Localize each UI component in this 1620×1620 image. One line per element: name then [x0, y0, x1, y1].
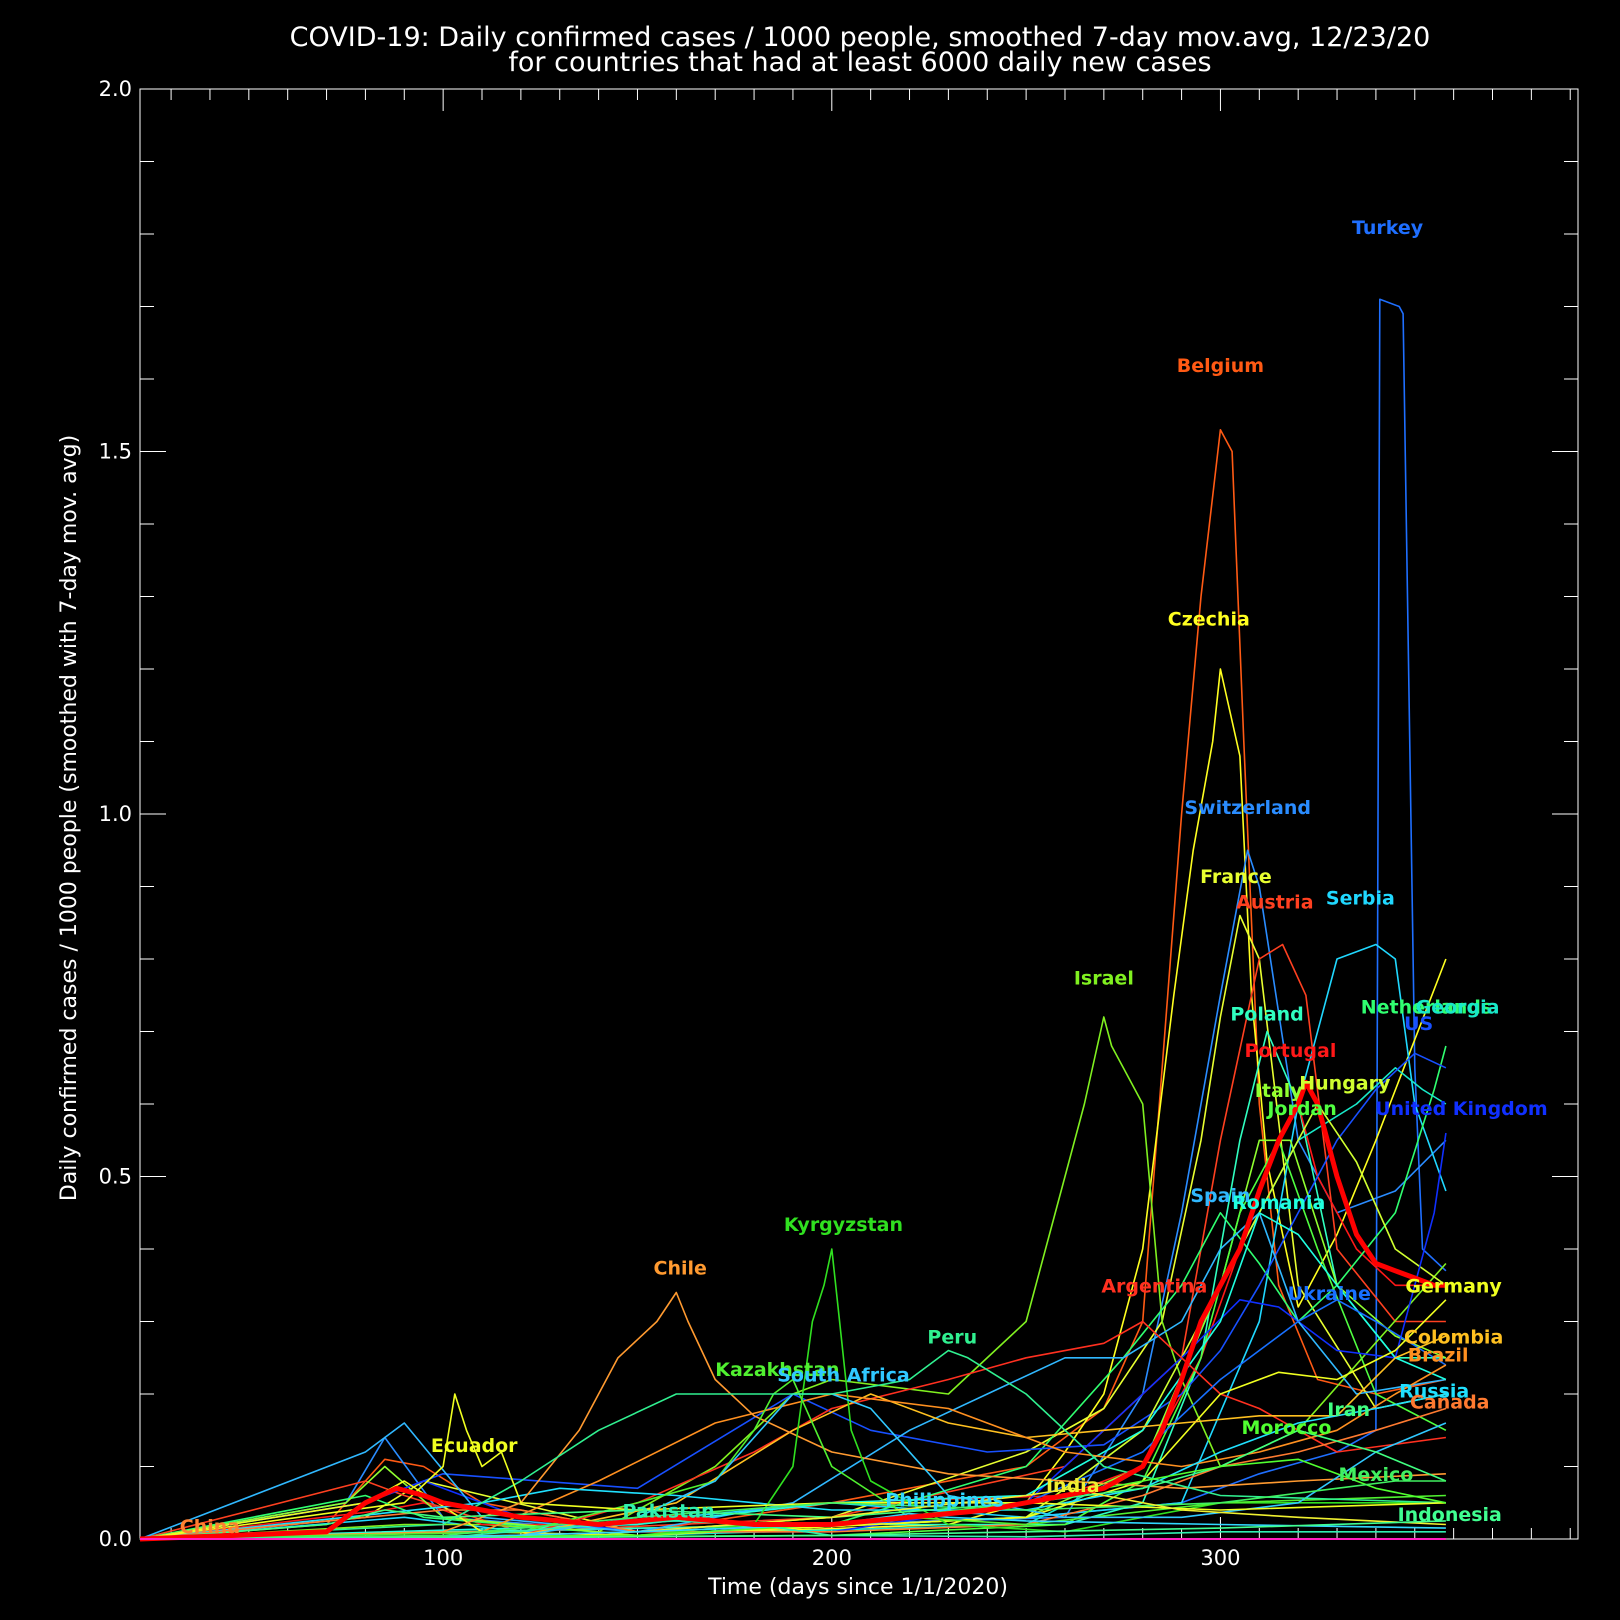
x-tick-label: 300	[1200, 1546, 1240, 1570]
label-chile: Chile	[654, 1257, 707, 1279]
label-brazil: Brazil	[1408, 1344, 1469, 1366]
series-line-average	[139, 1079, 1446, 1542]
label-serbia: Serbia	[1326, 888, 1395, 910]
y-tick-label: 2.0	[99, 77, 132, 101]
label-ecuador: Ecuador	[431, 1435, 518, 1457]
label-colombia: Colombia	[1404, 1326, 1503, 1348]
label-south-africa: South Africa	[777, 1365, 909, 1387]
y-tick-label: 0.0	[99, 1527, 132, 1551]
label-kyrgyzstan: Kyrgyzstan	[784, 1214, 903, 1236]
label-morocco: Morocco	[1242, 1417, 1332, 1439]
label-switzerland: Switzerland	[1184, 797, 1311, 819]
label-pakistan: Pakistan	[622, 1500, 714, 1522]
label-austria: Austria	[1236, 891, 1313, 913]
label-jordan: Jordan	[1265, 1098, 1336, 1120]
country-labels: Turkey Belgium Czechia Switzerland France Ser…	[180, 217, 1548, 1538]
label-netherlands: Netherlands	[1361, 996, 1492, 1018]
label-china: China	[180, 1516, 240, 1538]
series-line-morocco	[139, 1458, 1447, 1540]
label-turkey: Turkey	[1352, 217, 1424, 239]
label-us: US	[1404, 1013, 1433, 1035]
x-tick-label: 200	[812, 1546, 852, 1570]
label-belgium: Belgium	[1177, 355, 1264, 377]
label-germany: Germany	[1405, 1276, 1502, 1298]
y-axis-label: Daily confirmed cases / 1000 people (smo…	[57, 435, 82, 1201]
y-tick-label: 0.5	[99, 1165, 132, 1189]
label-kazakhstan: Kazakhstan	[715, 1359, 839, 1381]
series-line-netherlands	[139, 1045, 1447, 1540]
label-mexico: Mexico	[1338, 1464, 1413, 1486]
series-line-spain	[139, 1212, 1447, 1540]
x-axis-label: Time (days since 1/1/2020)	[707, 1575, 1008, 1600]
series-line-iran	[139, 1429, 1447, 1540]
series-line-mexico	[139, 1480, 1446, 1540]
label-spain: Spain	[1190, 1185, 1250, 1207]
label-czechia: Czechia	[1168, 609, 1250, 631]
label-argentina: Argentina	[1101, 1276, 1207, 1298]
series-line-philippines	[139, 1512, 1446, 1540]
y-tick-label: 1.5	[99, 440, 132, 464]
label-ukraine: Ukraine	[1288, 1283, 1371, 1305]
series-line-peru	[139, 1349, 1446, 1540]
series-line-romania	[139, 1212, 1447, 1540]
label-italy: Italy	[1255, 1080, 1303, 1102]
label-georgia: Georgia	[1416, 996, 1500, 1018]
label-canada: Canada	[1410, 1392, 1490, 1414]
label-iran: Iran	[1327, 1399, 1370, 1421]
label-hungary: Hungary	[1299, 1073, 1391, 1095]
label-indonesia: Indonesia	[1398, 1504, 1502, 1526]
label-portugal: Portugal	[1244, 1040, 1336, 1062]
x-tick-label: 100	[423, 1546, 463, 1570]
label-poland: Poland	[1230, 1004, 1303, 1026]
chart-title: COVID-19: Daily confirmed cases / 1000 p…	[290, 22, 1431, 53]
label-india: India	[1046, 1475, 1100, 1497]
label-philippines: Philippines	[885, 1489, 1003, 1511]
chart-subtitle: for countries that had at least 6000 dai…	[508, 47, 1211, 78]
label-peru: Peru	[927, 1326, 977, 1348]
y-tick-label: 1.0	[99, 802, 132, 826]
series-lines	[139, 298, 1447, 1542]
axes: 100 200 300 0.0 0.5 1.0 1.5 2.0	[99, 77, 1579, 1570]
label-romania: Romania	[1232, 1192, 1325, 1214]
label-israel: Israel	[1074, 967, 1134, 989]
series-line-us	[139, 1052, 1447, 1540]
label-france: France	[1200, 866, 1272, 888]
label-russia: Russia	[1399, 1381, 1469, 1403]
label-united-kingdom: United Kingdom	[1375, 1098, 1547, 1120]
